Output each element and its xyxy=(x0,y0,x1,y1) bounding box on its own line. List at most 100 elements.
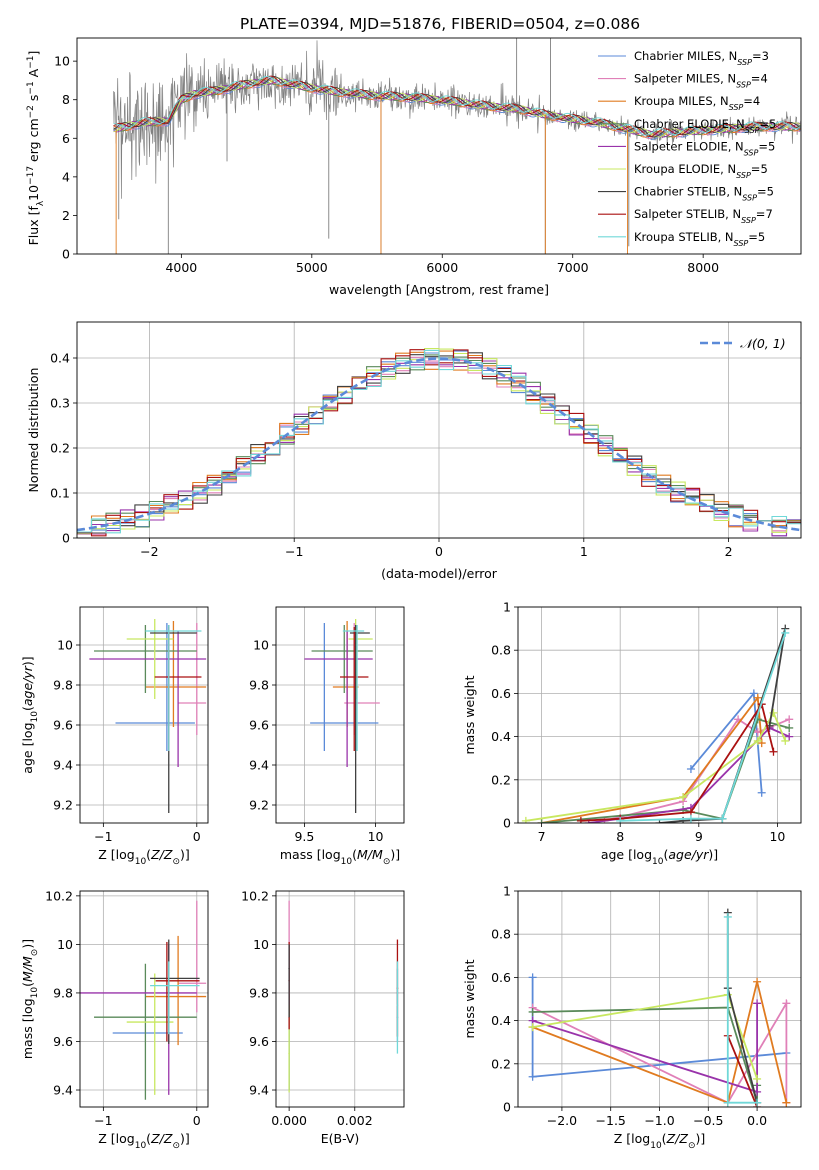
y-tick-label: 0.2 xyxy=(491,1056,511,1071)
axes-frame xyxy=(275,890,405,1108)
y-tick-label: 9.4 xyxy=(249,758,269,773)
x-tick-label: −2 xyxy=(140,544,158,559)
y-tick-label: 0.8 xyxy=(491,927,511,942)
legend-entry: Kroupa STELIB, NSSP=5 xyxy=(634,230,765,248)
y-tick-label: 9.8 xyxy=(53,985,73,1000)
legend-entry: Chabrier STELIB, NSSP=5 xyxy=(634,185,774,203)
y-tick-label: 0.2 xyxy=(491,772,511,787)
x-axis-label: E(B-V) xyxy=(321,1131,360,1146)
chart-age_vs_mass: 9.5 10 9.2 9.4 9.6 9.8 10 mass [log10(M/M⊙)] xyxy=(249,606,405,867)
y-tick-label: 10 xyxy=(253,937,269,952)
y-tick-label: 1 xyxy=(503,884,511,899)
y-tick-label: 9.6 xyxy=(53,1034,73,1049)
y-tick-label: 9.2 xyxy=(249,798,269,813)
y-tick-label: 9.8 xyxy=(249,985,269,1000)
data-point xyxy=(354,632,357,634)
y-tick-label: 0.2 xyxy=(50,441,70,456)
y-tick-label: 9.8 xyxy=(53,678,73,693)
legend-entry: 𝒩(0, 1) xyxy=(740,336,786,351)
legend-entry: Kroupa ELODIE, NSSP=5 xyxy=(634,162,768,180)
x-tick-label: 2 xyxy=(725,544,733,559)
legend-entry: Salpeter ELODIE, NSSP=5 xyxy=(634,139,775,157)
y-tick-label: 8 xyxy=(62,92,70,107)
series-marker xyxy=(749,689,758,698)
x-tick-label: 8000 xyxy=(687,260,719,275)
plot-area xyxy=(288,900,399,1093)
series-line xyxy=(726,1035,758,1107)
data-point xyxy=(153,638,156,640)
series-marker xyxy=(753,693,762,702)
data-point xyxy=(166,722,168,724)
y-tick-label: 4 xyxy=(62,169,70,184)
data-point xyxy=(144,650,147,652)
series-marker xyxy=(757,788,766,797)
series-marker xyxy=(686,814,695,823)
normal-curve xyxy=(77,357,801,532)
y-tick-label: 0.4 xyxy=(50,351,70,366)
x-tick-label: 9 xyxy=(695,829,703,844)
series-marker xyxy=(723,912,732,921)
legend-entry: Chabrier ELODIE, NSSP=5 xyxy=(634,117,776,135)
y-axis-label: mass weight xyxy=(462,675,477,754)
x-tick-label: −1 xyxy=(94,1113,112,1128)
plot-area xyxy=(113,38,801,254)
model-spectrum-line xyxy=(113,78,801,138)
y-tick-label: 10 xyxy=(54,54,70,69)
series-marker xyxy=(782,1098,791,1107)
y-tick-label: 9.4 xyxy=(53,1083,73,1098)
data-point xyxy=(195,702,198,704)
x-axis-label: Z [log10(Z/Z⊙)] xyxy=(98,847,190,867)
y-axis-label: mass weight xyxy=(462,959,477,1038)
axes-frame xyxy=(517,890,802,1108)
series-marker xyxy=(781,628,790,637)
figure-title: PLATE=0394, MJD=51876, FIBERID=0504, z=0… xyxy=(240,15,640,33)
x-tick-label: 0 xyxy=(193,829,201,844)
y-axis-label: age [log10(age/yr)] xyxy=(20,656,40,773)
x-tick-label: 0.000 xyxy=(271,1113,307,1128)
y-tick-label: 0 xyxy=(503,1100,511,1115)
series-line xyxy=(620,632,787,822)
series-marker xyxy=(537,819,546,823)
series-marker xyxy=(723,1098,732,1107)
x-tick-label: 10 xyxy=(368,829,384,844)
axes-frame xyxy=(517,606,802,824)
chart-mass_weight_vs_Z: −2.0 −1.5 −1.0 −0.5 0.0 0 0.2 0.4 0.6 0.8 1 Z [log1… xyxy=(462,884,802,1151)
y-tick-label: 0.3 xyxy=(50,396,70,411)
x-tick-label: 8 xyxy=(616,829,624,844)
y-tick-label: 1 xyxy=(503,600,511,615)
data-point xyxy=(144,1016,147,1019)
x-tick-label: −1 xyxy=(285,544,303,559)
plot-area xyxy=(521,624,794,823)
data-point xyxy=(177,995,179,998)
data-point xyxy=(353,676,356,678)
histogram-step xyxy=(77,349,801,534)
x-tick-label: 7 xyxy=(538,829,546,844)
series-marker xyxy=(686,765,695,773)
x-tick-label: −0.5 xyxy=(693,1113,723,1128)
y-tick-label: 9.8 xyxy=(249,678,269,693)
series-marker xyxy=(785,723,794,732)
y-tick-label: 2 xyxy=(62,208,70,223)
series-marker xyxy=(528,1072,537,1081)
x-axis-label: age [log10(age/yr)] xyxy=(601,847,718,867)
data-point xyxy=(343,650,346,652)
y-tick-label: 9.4 xyxy=(53,758,73,773)
axes-frame xyxy=(79,606,209,824)
y-tick-label: 10.2 xyxy=(241,888,269,903)
data-point xyxy=(195,982,198,985)
y-tick-label: 10 xyxy=(57,937,73,952)
axes-frame xyxy=(76,37,802,255)
chart-mass_vs_Z: −1 0 9.4 9.6 9.8 10 10.2 Z [log10(Z/Z⊙)] mass [l… xyxy=(20,888,209,1151)
y-tick-label: 9.6 xyxy=(249,1034,269,1049)
y-tick-label: 0 xyxy=(503,816,511,831)
x-axis-label: mass [log10(M/M⊙)] xyxy=(280,847,400,867)
y-tick-label: 9.6 xyxy=(249,718,269,733)
x-tick-label: 0 xyxy=(193,1113,201,1128)
x-tick-label: 1 xyxy=(580,544,588,559)
y-tick-label: 0.4 xyxy=(491,1013,511,1028)
data-point xyxy=(177,658,179,660)
data-point xyxy=(167,630,170,632)
series-marker xyxy=(528,1007,537,1016)
axes-frame xyxy=(76,321,802,539)
